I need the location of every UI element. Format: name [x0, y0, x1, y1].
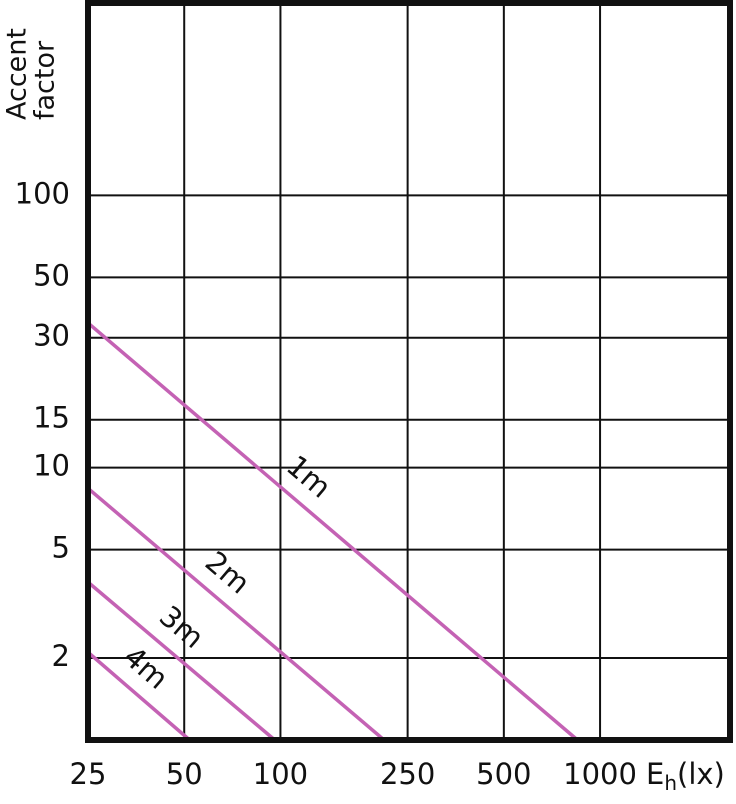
- x-tick-label: 250: [380, 757, 435, 791]
- series-line: [86, 486, 386, 742]
- y-tick-label: 50: [33, 258, 70, 292]
- series-line: [86, 580, 276, 742]
- series-line: [86, 321, 579, 742]
- y-axis-label: factor: [30, 40, 61, 120]
- y-tick-label: 10: [33, 449, 70, 483]
- plot-frame: [85, 0, 733, 743]
- grid: [87, 5, 730, 740]
- y-tick-label: 5: [52, 531, 70, 565]
- y-axis-label: Accent: [2, 28, 33, 120]
- x-tick-label: 500: [476, 757, 531, 791]
- y-tick-label: 100: [15, 176, 70, 210]
- x-tick-label: 100: [253, 757, 308, 791]
- x-axis-label: Eh(lx): [646, 757, 725, 795]
- x-axis-label-main: E: [646, 757, 664, 791]
- x-tick-label: 50: [166, 757, 203, 791]
- x-tick-label: 1000: [563, 757, 637, 791]
- x-axis-label-sub: h: [664, 771, 677, 795]
- series-line: [86, 650, 191, 742]
- y-tick-label: 2: [52, 639, 70, 673]
- x-tick-label: 25: [70, 757, 107, 791]
- y-tick-label: 30: [33, 319, 70, 353]
- y-tick-label: 15: [33, 401, 70, 435]
- x-axis-label-unit: (lx): [677, 757, 725, 791]
